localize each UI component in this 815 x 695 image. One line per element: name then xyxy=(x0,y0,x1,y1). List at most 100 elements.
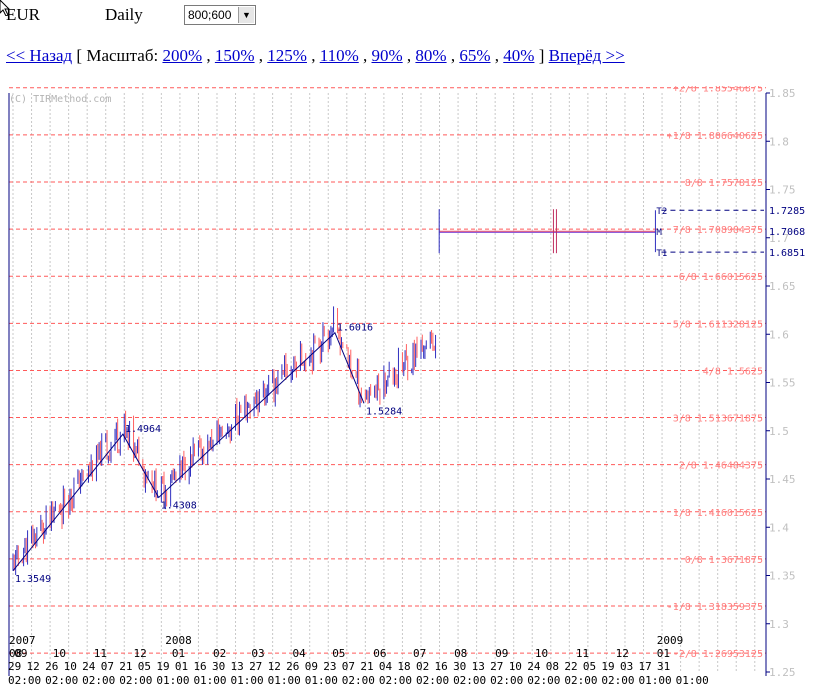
x-day-label: 18 xyxy=(397,660,410,673)
y-tick-label: 1.85 xyxy=(769,87,796,100)
x-time-label: 02:00 xyxy=(416,674,449,687)
x-month-label: 06 xyxy=(373,647,386,660)
x-time-label: 02:00 xyxy=(490,674,523,687)
x-day-label: 13 xyxy=(231,660,244,673)
x-time-label: 02:00 xyxy=(564,674,597,687)
x-month-label: 10 xyxy=(53,647,66,660)
scale-link-200[interactable]: 200% xyxy=(162,46,203,65)
y-tick-label: 1.8 xyxy=(769,135,789,148)
x-day-label: 29 xyxy=(8,660,21,673)
x-time-label: 01:00 xyxy=(268,674,301,687)
chart-size-select[interactable]: 800;600 ▼ xyxy=(184,5,256,25)
x-day-label: 03 xyxy=(620,660,633,673)
target-label: 1.7068 xyxy=(769,227,805,238)
level-label: 6/8 1.66015625 xyxy=(679,272,763,283)
forward-link[interactable]: Вперёд >> xyxy=(548,46,625,65)
dropdown-arrow-icon[interactable]: ▼ xyxy=(238,7,254,23)
pivot-label: 1.3549 xyxy=(15,574,51,585)
scale-link-110[interactable]: 110% xyxy=(319,46,359,65)
x-month-label: 09 xyxy=(14,647,27,660)
x-day-label: 21 xyxy=(119,660,132,673)
x-day-label: 05 xyxy=(138,660,151,673)
pivot-label: 1.4964 xyxy=(125,424,161,435)
y-tick-label: 1.45 xyxy=(769,473,796,486)
level-label: +1/8 1.806640625 xyxy=(667,131,763,142)
x-day-label: 27 xyxy=(249,660,262,673)
level-label: 4/8 1.5625 xyxy=(703,366,763,377)
scale-link-65[interactable]: 65% xyxy=(459,46,491,65)
y-tick-label: 1.4 xyxy=(769,521,789,534)
x-month-label: 12 xyxy=(134,647,147,660)
x-month-label: 08 xyxy=(9,647,22,660)
watermark: (C) TIRMethod.com xyxy=(9,94,111,105)
x-day-label: 17 xyxy=(639,660,652,673)
x-day-label: 13 xyxy=(472,660,485,673)
x-day-label: 12 xyxy=(268,660,281,673)
symbol-label: EUR xyxy=(6,5,40,24)
x-month-label: 07 xyxy=(413,647,426,660)
x-month-label: 04 xyxy=(292,647,306,660)
x-time-label: 02:00 xyxy=(453,674,486,687)
navigation-bar: << Назад [ Масштаб: 200% , 150% , 125% ,… xyxy=(6,46,625,65)
pivot-label: 1.6016 xyxy=(337,323,373,334)
x-day-label: 30 xyxy=(212,660,225,673)
pivot-label: 1.5284 xyxy=(366,406,402,417)
x-time-label: 02:00 xyxy=(527,674,560,687)
scale-link-40[interactable]: 40% xyxy=(503,46,535,65)
x-day-label: 27 xyxy=(490,660,503,673)
x-day-label: 26 xyxy=(286,660,299,673)
level-label: 5/8 1.611328125 xyxy=(673,319,763,330)
back-link[interactable]: << Назад xyxy=(6,46,73,65)
target-label: 1.7285 xyxy=(769,206,805,217)
period-label: Daily xyxy=(105,5,143,24)
x-year-label: 2007 xyxy=(9,634,36,647)
scale-link-90[interactable]: 90% xyxy=(371,46,403,65)
x-month-label: 01 xyxy=(657,647,670,660)
x-time-label: 02:00 xyxy=(601,674,634,687)
x-time-label: 02:00 xyxy=(82,674,115,687)
x-time-label: 01:00 xyxy=(193,674,226,687)
level-label: 8/8 1.7578125 xyxy=(685,178,763,189)
price-chart: +2/8 1.85546875 +1/8 1.806640625 8/8 1.757… xyxy=(8,86,805,687)
target-marker: T2 xyxy=(656,207,667,217)
scale-link-150[interactable]: 150% xyxy=(214,46,255,65)
x-month-label: 02 xyxy=(213,647,226,660)
x-day-label: 10 xyxy=(509,660,522,673)
level-label: 1/8 1.416015625 xyxy=(673,508,763,519)
level-label: -2/8 1.26953125 xyxy=(673,649,763,660)
x-day-label: 26 xyxy=(45,660,58,673)
bracket-close: ] xyxy=(534,46,549,65)
x-time-label: 01:00 xyxy=(156,674,189,687)
scale-label: Масштаб: xyxy=(86,46,159,65)
target-label: 1.6851 xyxy=(769,248,805,259)
level-label: 0/8 1.3671875 xyxy=(685,555,763,566)
x-day-label: 07 xyxy=(342,660,355,673)
y-tick-label: 1.25 xyxy=(769,666,796,679)
level-label: 3/8 1.513671875 xyxy=(673,414,763,425)
y-tick-label: 1.6 xyxy=(769,328,789,341)
scale-link-125[interactable]: 125% xyxy=(267,46,307,65)
level-label: +2/8 1.85546875 xyxy=(673,86,763,95)
x-day-label: 02 xyxy=(416,660,429,673)
top-bar: EUR Daily 800;600 ▼ xyxy=(0,0,815,34)
x-day-label: 01 xyxy=(175,660,188,673)
x-time-label: 02:00 xyxy=(119,674,152,687)
x-month-label: 11 xyxy=(576,647,589,660)
chart-size-value: 800;600 xyxy=(188,8,232,22)
level-label: -1/8 1.318359375 xyxy=(667,602,763,613)
price-bars xyxy=(12,306,437,575)
level-label: 7/8 1.708984375 xyxy=(673,225,763,236)
x-month-label: 10 xyxy=(535,647,548,660)
scale-link-80[interactable]: 80% xyxy=(415,46,447,65)
x-month-label: 11 xyxy=(94,647,107,660)
vertical-grid xyxy=(12,93,756,672)
murrey-levels: +2/8 1.85546875 +1/8 1.806640625 8/8 1.757… xyxy=(9,86,766,660)
x-day-label: 12 xyxy=(27,660,40,673)
bracket-open: [ xyxy=(72,46,87,65)
x-time-label: 02:00 xyxy=(45,674,78,687)
target-marker: T1 xyxy=(656,249,667,259)
x-time-label: 01:00 xyxy=(231,674,264,687)
x-day-label: 24 xyxy=(527,660,541,673)
x-time-label: 01:00 xyxy=(676,674,709,687)
